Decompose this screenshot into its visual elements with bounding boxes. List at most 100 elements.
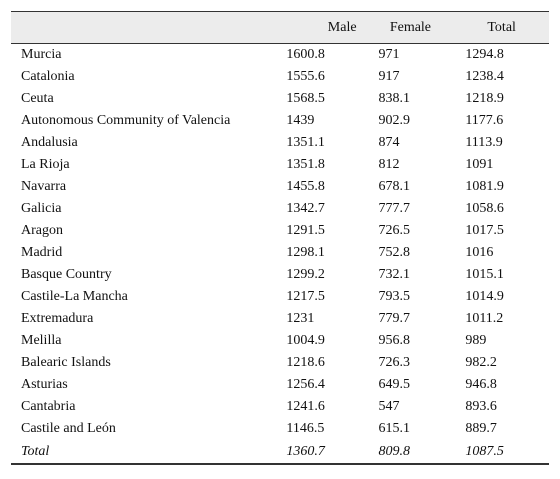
row-female: 874 (378, 135, 400, 150)
total-row: Total 1360.7 809.8 1087.5 (11, 440, 549, 465)
table-row: Andalusia 1351.1 874 1113.9 (11, 132, 549, 154)
row-region: Asturias (21, 377, 68, 392)
row-total: 1014.9 (465, 289, 504, 304)
table-row: Cantabria 1241.6 547 893.6 (11, 396, 549, 418)
table-row: Asturias 1256.4 649.5 946.8 (11, 374, 549, 396)
header-region (11, 11, 276, 44)
row-male: 1146.5 (286, 421, 325, 436)
row-total: 982.2 (465, 355, 497, 370)
row-female: 838.1 (378, 91, 411, 106)
row-region: Melilla (21, 333, 62, 348)
row-total: 893.6 (465, 399, 497, 414)
table-row: Autonomous Community of Valencia 1439 902.… (11, 110, 549, 132)
row-total: 1113.9 (465, 135, 503, 150)
row-male: 1351.1 (286, 135, 325, 150)
row-male: 1256.4 (286, 377, 325, 392)
row-total: 989 (465, 333, 487, 348)
row-male: 1291.5 (286, 223, 325, 238)
row-region: Ceuta (21, 91, 54, 106)
table-row: Murcia 1600.8 971 1294.8 (11, 44, 549, 67)
row-female: 752.8 (378, 245, 411, 260)
row-male: 1217.5 (286, 289, 325, 304)
table-row: Melilla 1004.9 956.8 989 (11, 330, 549, 352)
row-female: 547 (378, 399, 400, 414)
row-total: 1017.5 (465, 223, 504, 238)
row-total: 1238.4 (465, 69, 504, 84)
row-female: 779.7 (378, 311, 411, 326)
table-row: Navarra 1455.8 678.1 1081.9 (11, 176, 549, 198)
row-total: 1177.6 (465, 113, 504, 128)
row-male: 1218.6 (286, 355, 325, 370)
row-male: 1342.7 (286, 201, 325, 216)
row-female: 793.5 (378, 289, 411, 304)
row-region: Madrid (21, 245, 63, 260)
row-male: 1555.6 (286, 69, 325, 84)
row-region: Castile-La Mancha (21, 289, 128, 304)
table-row: Extremadura 1231 779.7 1011.2 (11, 308, 549, 330)
row-female: 777.7 (378, 201, 411, 216)
table-row: Ceuta 1568.5 838.1 1218.9 (11, 88, 549, 110)
row-female: 902.9 (378, 113, 411, 128)
row-female: 678.1 (378, 179, 411, 194)
row-male: 1241.6 (286, 399, 325, 414)
row-total: 1218.9 (465, 91, 504, 106)
row-female: 726.3 (378, 355, 411, 370)
row-female: 956.8 (378, 333, 411, 348)
row-region: Balearic Islands (21, 355, 111, 370)
row-female: 812 (378, 157, 400, 172)
table-row: Catalonia 1555.6 917 1238.4 (11, 66, 549, 88)
row-region: La Rioja (21, 157, 70, 172)
header-male: Male (275, 11, 367, 44)
row-male: 1600.8 (286, 47, 325, 62)
row-male: 1455.8 (286, 179, 325, 194)
total-label: Total (11, 440, 276, 465)
row-region: Autonomous Community of Valencia (21, 113, 231, 128)
header-total: Total (454, 11, 549, 44)
row-total: 1294.8 (465, 47, 504, 62)
row-region: Basque Country (21, 267, 112, 282)
data-table: Male Female Total Murcia 1600.8 971 1294.8 C… (11, 11, 549, 465)
row-region: Murcia (21, 47, 62, 62)
row-male: 1004.9 (286, 333, 325, 348)
row-total: 1016 (465, 245, 494, 260)
row-male: 1439 (286, 113, 315, 128)
row-region: Navarra (21, 179, 67, 194)
header-female: Female (366, 11, 455, 44)
row-region: Catalonia (21, 69, 75, 84)
row-region: Aragon (21, 223, 63, 238)
table-body: Murcia 1600.8 971 1294.8 Catalonia 1555.6 917 1… (11, 44, 549, 465)
total-male: 1360.7 (275, 440, 367, 465)
row-region: Extremadura (21, 311, 94, 326)
row-region: Andalusia (21, 135, 78, 150)
row-region: Castile and León (21, 421, 116, 436)
row-female: 726.5 (378, 223, 411, 238)
table-row: Madrid 1298.1 752.8 1016 (11, 242, 549, 264)
table-row: La Rioja 1351.8 812 1091 (11, 154, 549, 176)
row-total: 1011.2 (465, 311, 504, 326)
row-total: 1058.6 (465, 201, 504, 216)
table-row: Aragon 1291.5 726.5 1017.5 (11, 220, 549, 242)
row-male: 1568.5 (286, 91, 325, 106)
row-total: 1081.9 (465, 179, 504, 194)
total-female: 809.8 (366, 440, 455, 465)
row-total: 1091 (465, 157, 494, 172)
table-row: Basque Country 1299.2 732.1 1015.1 (11, 264, 549, 286)
row-female: 971 (378, 47, 400, 62)
row-female: 649.5 (378, 377, 411, 392)
row-male: 1351.8 (286, 157, 325, 172)
table-header: Male Female Total (11, 11, 549, 44)
row-total: 946.8 (465, 377, 497, 392)
table-row: Castile-La Mancha 1217.5 793.5 1014.9 (11, 286, 549, 308)
table-row: Balearic Islands 1218.6 726.3 982.2 (11, 352, 549, 374)
row-male: 1299.2 (286, 267, 325, 282)
row-total: 1015.1 (465, 267, 504, 282)
row-male: 1298.1 (286, 245, 325, 260)
header-row: Male Female Total (11, 11, 549, 44)
row-region: Cantabria (21, 399, 76, 414)
row-total: 889.7 (465, 421, 497, 436)
row-female: 615.1 (378, 421, 411, 436)
row-female: 917 (378, 69, 400, 84)
total-total: 1087.5 (454, 440, 549, 465)
row-male: 1231 (286, 311, 315, 326)
